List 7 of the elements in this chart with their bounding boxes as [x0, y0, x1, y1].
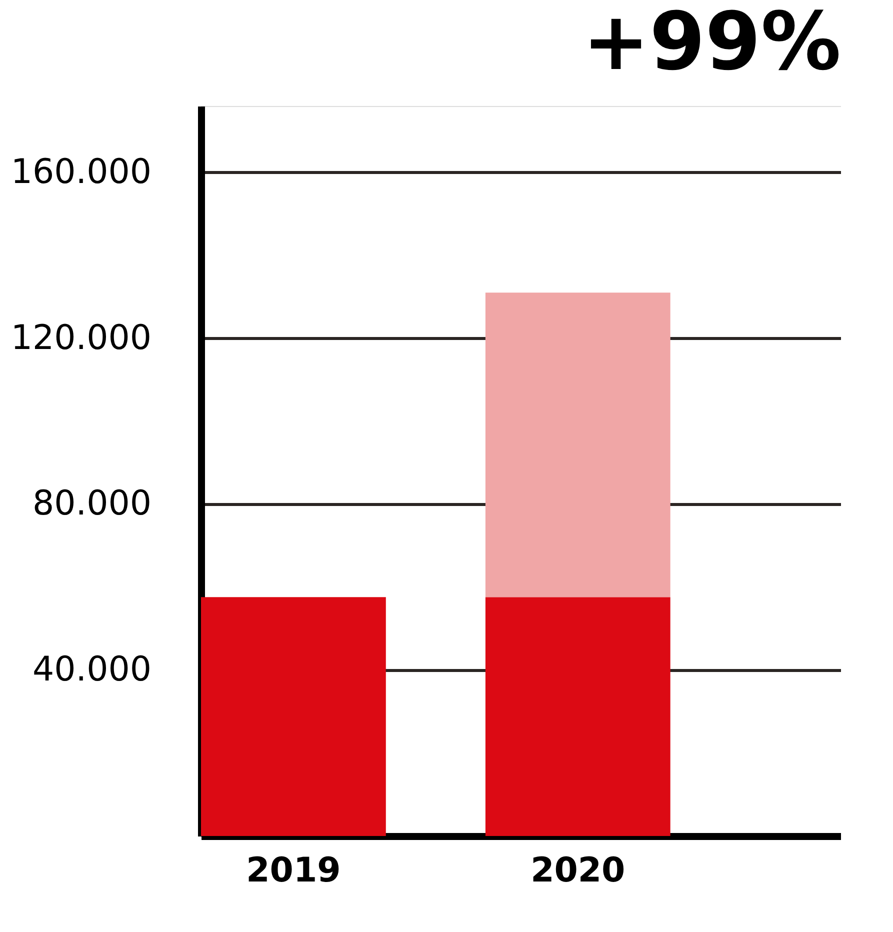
y-tick-label: 40.000 — [32, 650, 152, 690]
x-tick-label: 2019 — [246, 850, 341, 890]
x-tick-label: 2020 — [530, 850, 626, 890]
y-tick-label: 120.000 — [10, 318, 152, 358]
text: +99% — [582, 0, 841, 88]
y-tick-label: 160.000 — [10, 152, 152, 192]
y-tick-label: 80.000 — [32, 484, 152, 524]
